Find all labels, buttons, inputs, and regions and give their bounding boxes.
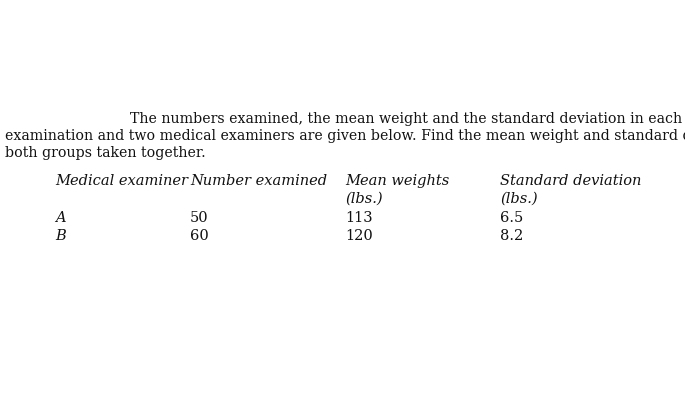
- Text: examination and two medical examiners are given below. Find the mean weight and : examination and two medical examiners ar…: [5, 129, 685, 143]
- Text: 8.2: 8.2: [500, 229, 523, 243]
- Text: Standard deviation: Standard deviation: [500, 174, 641, 188]
- Text: both groups taken together.: both groups taken together.: [5, 146, 205, 160]
- Text: 120: 120: [345, 229, 373, 243]
- Text: Medical examiner: Medical examiner: [55, 174, 188, 188]
- Text: Number examined: Number examined: [190, 174, 327, 188]
- Text: 60: 60: [190, 229, 209, 243]
- Text: The numbers examined, the mean weight and the standard deviation in each group o: The numbers examined, the mean weight an…: [130, 112, 685, 126]
- Text: Mean weights: Mean weights: [345, 174, 449, 188]
- Text: 50: 50: [190, 211, 209, 225]
- Text: A: A: [55, 211, 66, 225]
- Text: 6.5: 6.5: [500, 211, 523, 225]
- Text: (lbs.): (lbs.): [345, 192, 383, 206]
- Text: 113: 113: [345, 211, 373, 225]
- Text: (lbs.): (lbs.): [500, 192, 538, 206]
- Text: B: B: [55, 229, 66, 243]
